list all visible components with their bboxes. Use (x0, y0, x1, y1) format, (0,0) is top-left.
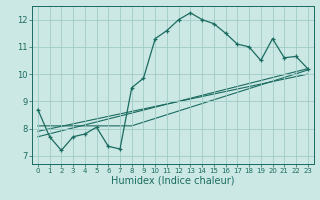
X-axis label: Humidex (Indice chaleur): Humidex (Indice chaleur) (111, 176, 235, 186)
